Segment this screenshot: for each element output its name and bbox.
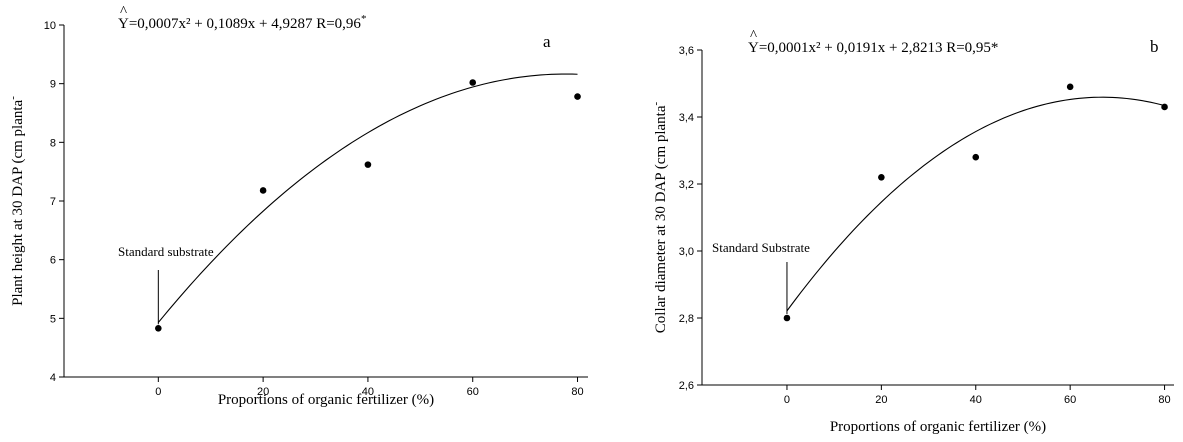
equation-text: Y=0,0001x² + 0,0191x + 2,8213 R=0,95* <box>748 40 998 56</box>
regression-equation: Y=0,0007x² + 0,1089x + 4,9287 R=0,96* <box>118 13 366 32</box>
panel-letter: b <box>1150 37 1159 56</box>
y-axis-label: Collar diameter at 30 DAP (cm planta- <box>650 101 669 333</box>
equation-hat: ^ <box>120 4 127 20</box>
regression-curve <box>157 73 578 323</box>
x-axis-label: Proportions of organic fertilizer (%) <box>218 392 434 408</box>
y-tick-label: 8 <box>50 137 56 149</box>
regression-equation: Y=0,0001x² + 0,0191x + 2,8213 R=0,95* <box>748 40 998 56</box>
y-axis-label-superscript: - <box>650 101 662 105</box>
data-point <box>972 153 980 161</box>
y-axis-label-superscript: - <box>7 96 19 100</box>
x-tick-label: 0 <box>784 394 790 406</box>
x-tick-label: 20 <box>257 386 269 398</box>
x-tick-label: 60 <box>1064 394 1076 406</box>
data-point <box>574 93 581 100</box>
x-tick-label: 80 <box>571 386 583 398</box>
y-axis-label-text: Plant height at 30 DAP (cm planta <box>10 99 26 305</box>
y-tick-label: 4 <box>50 372 56 384</box>
y-tick-label: 6 <box>50 255 56 267</box>
x-tick-label: 60 <box>467 386 479 398</box>
data-point <box>878 174 885 181</box>
annotation-label: Standard substrate <box>118 244 214 259</box>
y-axis-label-text: Collar diameter at 30 DAP (cm planta <box>653 105 669 333</box>
x-axis-label: Proportions of organic fertilizer (%) <box>830 419 1046 435</box>
data-point <box>469 79 477 86</box>
x-tick-label: 0 <box>155 386 161 398</box>
regression-curve <box>786 96 1165 312</box>
data-point <box>364 161 372 168</box>
data-point <box>783 314 791 322</box>
equation-hat: ^ <box>750 28 757 44</box>
y-tick-label: 3,4 <box>679 112 694 124</box>
y-axis-label: Plant height at 30 DAP (cm planta- <box>7 96 26 306</box>
y-tick-label: 7 <box>50 196 56 208</box>
y-tick-label: 3,6 <box>679 45 694 57</box>
equation-superscript: * <box>361 13 367 25</box>
x-tick-label: 80 <box>1158 394 1170 406</box>
data-point <box>1066 83 1074 91</box>
data-point <box>1161 103 1168 111</box>
chart-panel-b: 2,6 2,8 3,0 3,2 3,4 3,6 0 20 40 60 80 Standard Subs… <box>650 28 1174 435</box>
y-tick-label: 2,6 <box>679 380 694 392</box>
data-point <box>155 325 162 332</box>
chart-panel-a: 4 5 6 7 8 9 10 0 20 40 60 80 Standard substrate Y=0,0… <box>7 4 588 408</box>
annotation-label: Standard Substrate <box>712 240 810 255</box>
panel-letter: a <box>543 32 551 51</box>
x-tick-label: 40 <box>362 386 374 398</box>
x-tick-label: 40 <box>970 394 982 406</box>
y-tick-label: 3,2 <box>679 179 694 191</box>
data-point <box>259 187 267 194</box>
equation-text: Y=0,0007x² + 0,1089x + 4,9287 R=0,96 <box>118 16 361 32</box>
x-tick-label: 20 <box>875 394 887 406</box>
y-tick-label: 2,8 <box>679 313 694 325</box>
y-tick-label: 5 <box>50 313 56 325</box>
y-tick-label: 3,0 <box>679 246 694 258</box>
y-tick-label: 9 <box>50 79 56 91</box>
y-tick-label: 10 <box>44 20 56 32</box>
